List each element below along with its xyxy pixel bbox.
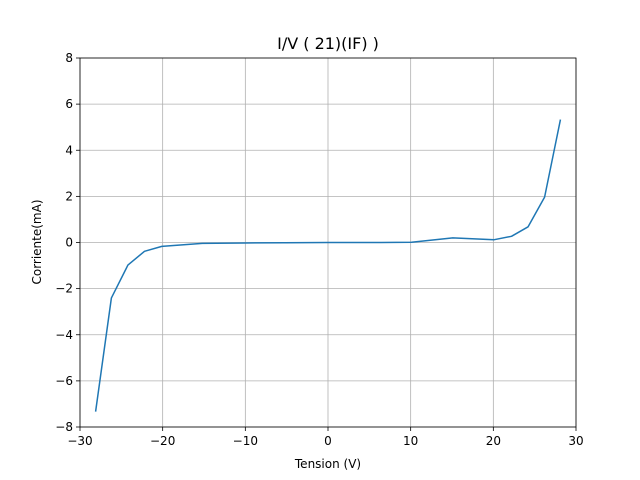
y-tick-label: 0	[65, 236, 73, 250]
chart-title: I/V ( 21)(IF) )	[277, 34, 379, 53]
y-tick-label: −6	[55, 374, 73, 388]
x-tick-label: −30	[67, 434, 92, 448]
plot-area	[94, 119, 562, 412]
y-tick-label: −8	[55, 420, 73, 434]
y-axis-label: Corriente(mA)	[30, 199, 44, 284]
x-tick-label: −10	[233, 434, 258, 448]
x-tick-label: 0	[324, 434, 332, 448]
x-tick-label: 30	[568, 434, 583, 448]
y-tick-label: 2	[65, 189, 73, 203]
y-tick-label: 8	[65, 51, 73, 65]
x-axis-label: Tension (V)	[294, 457, 361, 471]
y-tick-label: −2	[55, 282, 73, 296]
x-tick-label: 10	[403, 434, 418, 448]
x-tick-label: 20	[486, 434, 501, 448]
x-tick-label: −20	[150, 434, 175, 448]
y-tick-label: −4	[55, 328, 73, 342]
series-line-0	[94, 119, 562, 412]
y-tick-label: 4	[65, 143, 73, 157]
y-tick-label: 6	[65, 97, 73, 111]
